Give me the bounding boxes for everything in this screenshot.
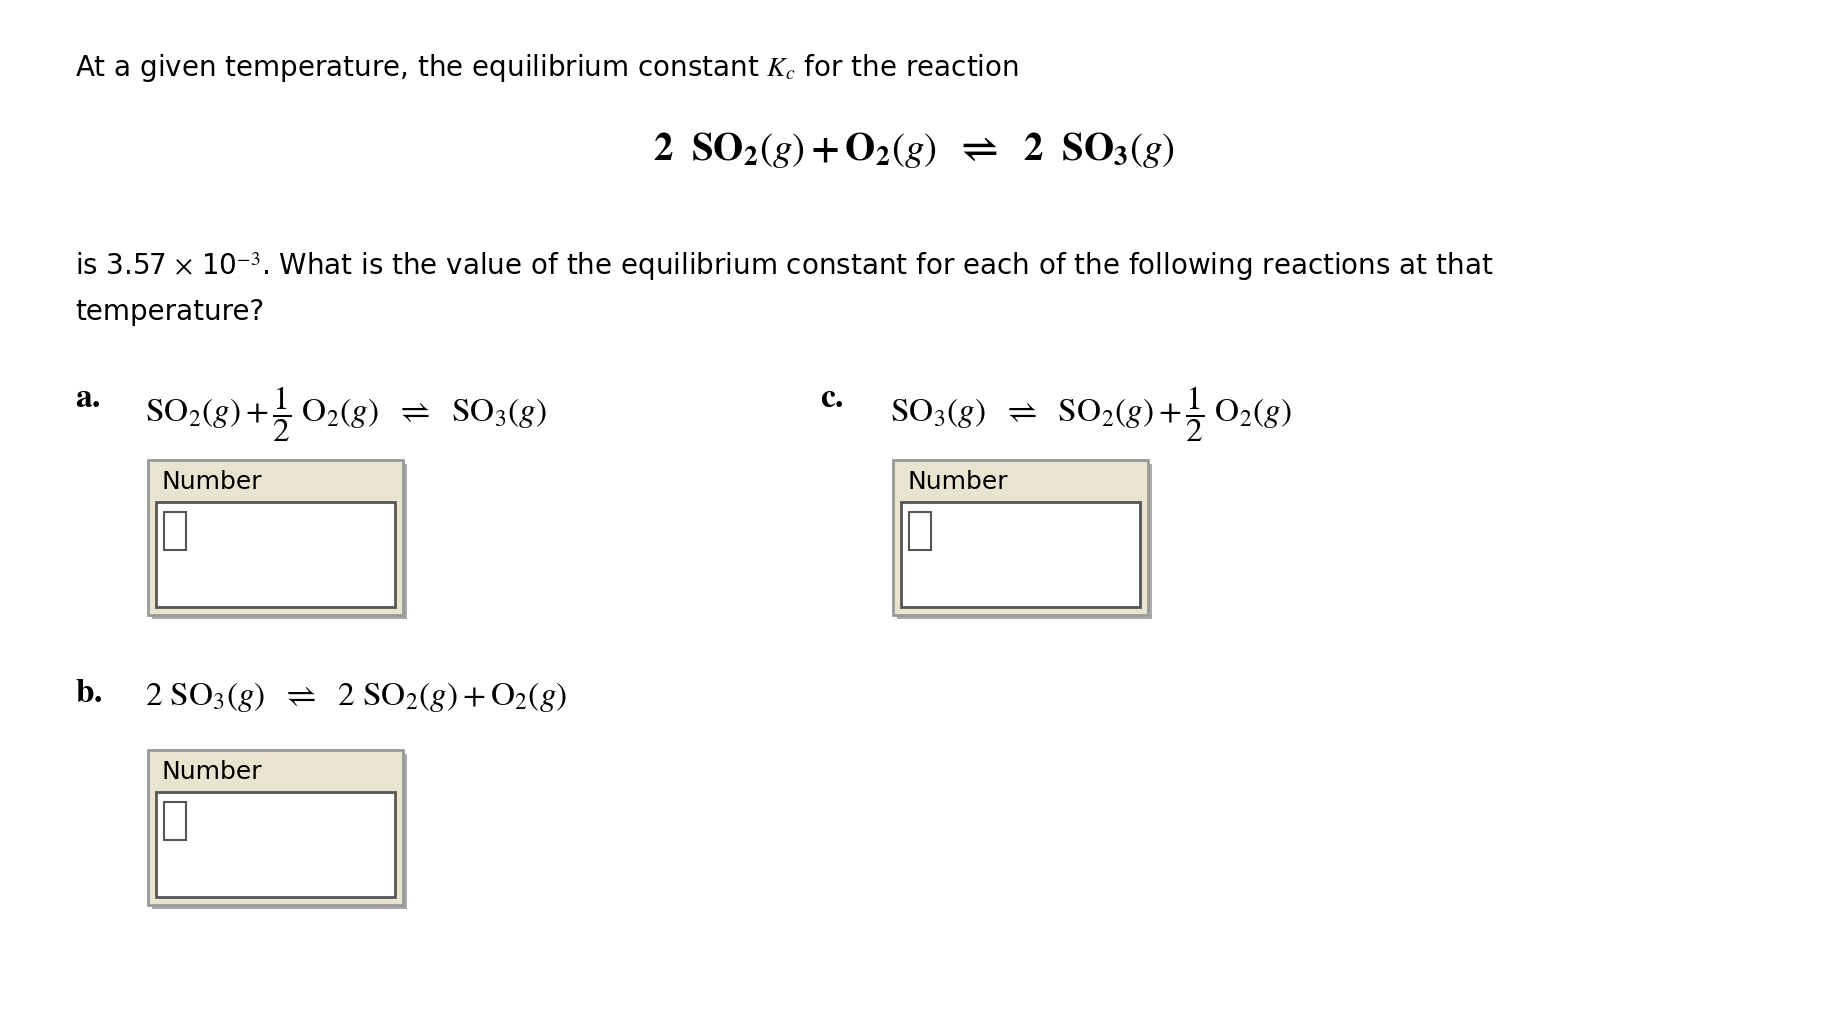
Bar [155,792,395,897]
Bar [152,755,408,909]
Text: $\mathbf{2\ \ SO_2\mathit{(g)} + O_2\mathit{(g)}\ \ \rightleftharpoons\ \ 2\ \ S: $\mathbf{2\ \ SO_2\mathit{(g)} + O_2\mat… [653,130,1174,170]
Bar [909,512,931,550]
Bar [148,750,402,905]
Bar [896,464,1152,619]
Text: Number: Number [163,760,263,783]
Text: is 3.57 $\times$ 10$^{-3}$. What is the value of the equilibrium constant for ea: is 3.57 $\times$ 10$^{-3}$. What is the … [75,250,1492,283]
Text: Number: Number [163,470,263,494]
Text: $\mathbf{b.}$: $\mathbf{b.}$ [75,680,102,709]
Text: $\mathrm{SO_2}(g) + \dfrac{1}{2}\ \mathrm{O_2}(g)\ \ \rightleftharpoons\ \ \math: $\mathrm{SO_2}(g) + \dfrac{1}{2}\ \mathr… [144,385,547,444]
Text: Number: Number [907,470,1008,494]
Text: $\mathbf{c.}$: $\mathbf{c.}$ [819,385,843,414]
Text: temperature?: temperature? [75,298,263,326]
Bar [148,460,402,615]
Bar [902,502,1139,607]
Text: $2\ \mathrm{SO_3}(g)\ \ \rightleftharpoons\ \ 2\ \mathrm{SO_2}(g) + \mathrm{O_2}: $2\ \mathrm{SO_3}(g)\ \ \rightleftharpoo… [144,680,567,714]
Bar [165,802,187,840]
Text: At a given temperature, the equilibrium constant $K_c$ for the reaction: At a given temperature, the equilibrium … [75,52,1019,84]
Bar [893,460,1149,615]
Bar [152,464,408,619]
Bar [155,502,395,607]
Bar [165,512,187,550]
Text: $\mathrm{SO_3}(g)\ \ \rightleftharpoons\ \ \mathrm{SO_2}(g) + \dfrac{1}{2}\ \mat: $\mathrm{SO_3}(g)\ \ \rightleftharpoons\… [891,385,1291,444]
Text: $\mathbf{a.}$: $\mathbf{a.}$ [75,385,101,414]
